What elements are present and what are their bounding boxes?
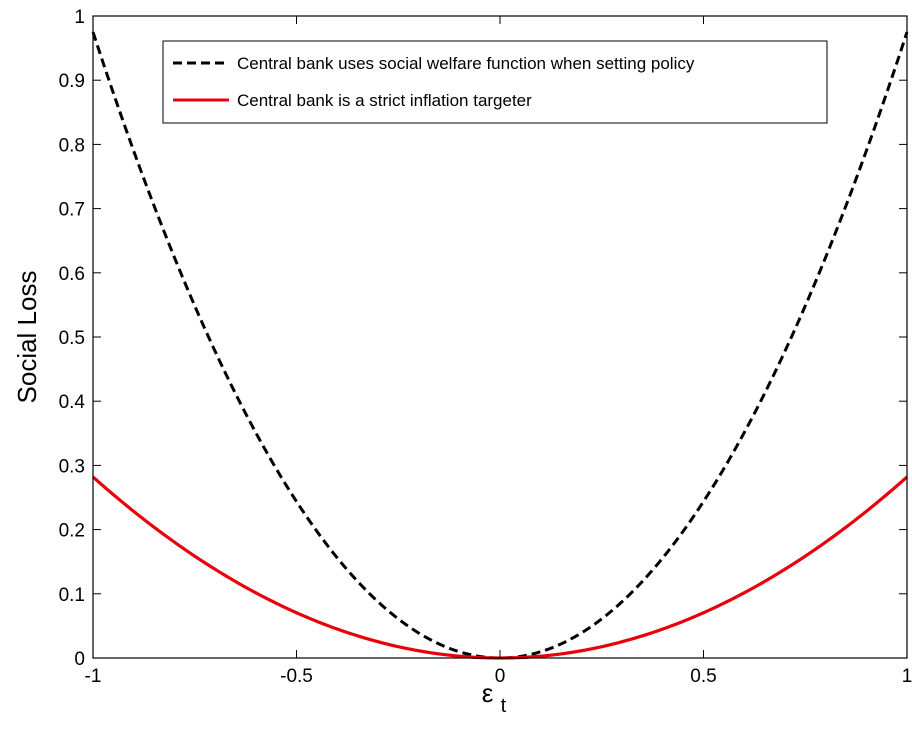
legend-box	[162, 40, 828, 124]
y-tick-label: 0.8	[59, 135, 85, 156]
x-tick-label: 0	[495, 666, 506, 687]
y-tick-label: 0.1	[59, 585, 85, 606]
y-tick-label: 0.4	[59, 392, 86, 413]
x-axis-label-symbol: ε	[482, 678, 494, 708]
y-axis-label: Social Loss	[12, 271, 42, 404]
x-axis-label: ε t	[482, 678, 507, 717]
y-tick-label: 0.6	[59, 264, 85, 285]
y-tick-label: 0.5	[59, 328, 85, 349]
legend-entries: Central bank uses social welfare functio…	[173, 54, 695, 110]
legend-label-2: Central bank is a strict inflation targe…	[237, 91, 532, 110]
y-tick-label: 0.7	[59, 200, 85, 221]
y-tick-label: 0	[74, 649, 85, 670]
y-tick-label: 1	[74, 7, 85, 28]
y-tick-label: 0.2	[59, 521, 85, 542]
x-tick-label: -1	[85, 666, 102, 687]
y-tick-label: 0.3	[59, 456, 85, 477]
legend: Central bank uses social welfare functio…	[162, 40, 828, 124]
series-line-2	[91, 475, 909, 660]
tick-layer: -1 -0.5 0 0.5 1 0 0.1 0.2 0.3 0.4 0.5 0.6 0.7 0.8 0.9 1	[59, 7, 912, 687]
x-tick-label: -0.5	[280, 666, 313, 687]
y-tick-label: 0.9	[59, 71, 85, 92]
x-tick-label: 0.5	[690, 666, 716, 687]
x-axis-label-subscript: t	[501, 695, 507, 717]
series-layer	[91, 31, 909, 660]
legend-label-1: Central bank uses social welfare functio…	[237, 54, 695, 73]
series-line-1	[91, 31, 909, 660]
x-tick-label: 1	[902, 666, 912, 687]
